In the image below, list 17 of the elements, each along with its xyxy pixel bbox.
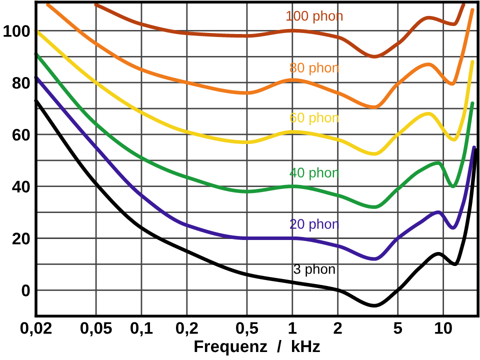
x-tick-label: 10 — [435, 322, 452, 334]
y-tick-label: 20 — [12, 232, 30, 244]
y-tick-label: 40 — [12, 180, 30, 193]
x-tick-label: 0,05 — [80, 322, 112, 336]
x-tick-label: 0,02 — [20, 322, 52, 336]
x-axis-title: Frequenz / kHz — [194, 340, 320, 356]
x-tick-label: 5 — [394, 322, 402, 334]
series-label: 3 phon — [294, 264, 335, 277]
x-tick-label: 2 — [334, 322, 342, 334]
x-tick-label: 0,2 — [176, 322, 198, 336]
y-tick-label: 0 — [22, 284, 30, 296]
x-tick-label: 1 — [288, 322, 297, 334]
x-tick-label: 0,1 — [130, 322, 153, 336]
y-tick-label: 100 — [4, 25, 30, 37]
x-tick-label: 0,5 — [236, 322, 258, 336]
y-tick-label: 80 — [12, 76, 30, 89]
y-tick-label: 60 — [12, 128, 30, 141]
